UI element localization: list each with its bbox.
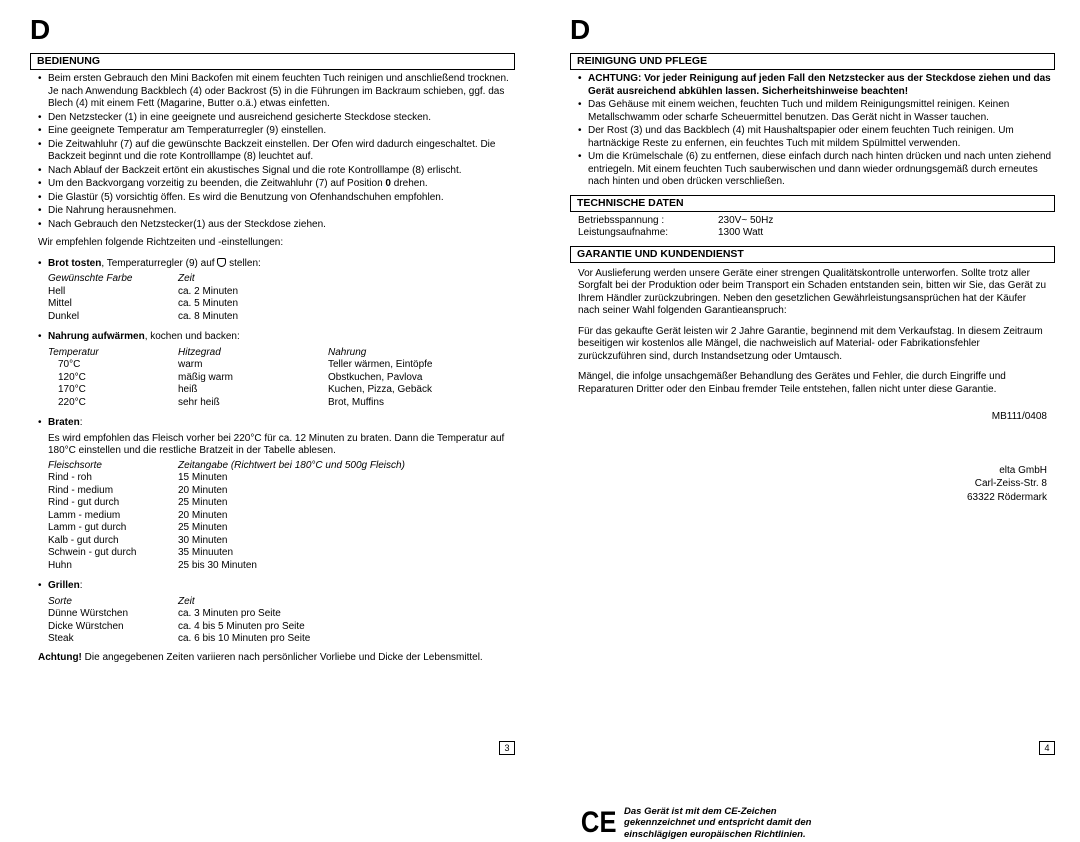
bedienung-item: Die Nahrung herausnehmen.	[38, 205, 515, 218]
spec-voltage: Betriebsspannung :230V~ 50Hz	[570, 215, 1055, 228]
warranty-p1: Vor Auslieferung werden unsere Geräte ei…	[570, 266, 1055, 318]
reinigung-item: Das Gehäuse mit einem weichen, feuchten …	[578, 99, 1055, 124]
section-garantie: GARANTIE UND KUNDENDIENST	[570, 246, 1055, 263]
bedienung-item: Eine geeignete Temperatur am Temperaturr…	[38, 125, 515, 138]
reinigung-items: Das Gehäuse mit einem weichen, feuchten …	[570, 99, 1055, 189]
page-left: D BEDIENUNG Beim ersten Gebrauch den Min…	[0, 0, 540, 763]
spec-power: Leistungsaufnahme:1300 Watt	[570, 227, 1055, 240]
warranty-p2: Für das gekaufte Gerät leisten wir 2 Jah…	[570, 324, 1055, 364]
reinigung-list: ACHTUNG: Vor jeder Reinigung auf jeden F…	[570, 73, 1055, 98]
ce-text: Das Gerät ist mit dem CE-Zeichengekennze…	[624, 806, 811, 840]
model-number: MB111/0408	[570, 410, 1055, 424]
page-number-left: 3	[499, 741, 515, 755]
grill-table: SorteZeit Dünne Würstchenca. 3 Minuten p…	[30, 596, 515, 646]
section-technische: TECHNISCHE DATEN	[570, 195, 1055, 212]
page-number-right: 4	[1039, 741, 1055, 755]
bedienung-item: Die Zeitwahluhr (7) auf die gewünschte B…	[38, 139, 515, 164]
roast-heading: •Braten:	[30, 417, 515, 430]
bedienung-item: Nach Gebrauch den Netzstecker(1) aus der…	[38, 219, 515, 232]
ce-block: C E Das Gerät ist mit dem CE-Zeichengeke…	[570, 804, 1055, 842]
bedienung-item: Nach Ablauf der Backzeit ertönt ein akus…	[38, 165, 515, 178]
toast-table: Gewünschte FarbeZeit Hellca. 2 MinutenMi…	[30, 273, 515, 323]
reinigung-item: Um die Krümelschale (6) zu entfernen, di…	[578, 151, 1055, 189]
section-bedienung: BEDIENUNG	[30, 53, 515, 70]
bedienung-item: Die Glastür (5) vorsichtig öffen. Es wir…	[38, 192, 515, 205]
achtung-note: Achtung! Die angegebenen Zeiten variiere…	[30, 652, 515, 665]
roast-intro: Es wird empfohlen das Fleisch vorher bei…	[30, 433, 515, 458]
warranty-p3: Mängel, die infolge unsachgemäßer Behand…	[570, 369, 1055, 396]
recommend-text: Wir empfehlen folgende Richtzeiten und -…	[30, 237, 515, 250]
lang-letter: D	[570, 12, 1055, 47]
warning-text: ACHTUNG: Vor jeder Reinigung auf jeden F…	[578, 73, 1055, 98]
lang-letter: D	[30, 12, 515, 47]
reheat-table: TemperaturHitzegradNahrung 70°CwarmTelle…	[30, 347, 515, 410]
ce-mark-icon: C E	[581, 804, 613, 842]
section-reinigung: REINIGUNG UND PFLEGE	[570, 53, 1055, 70]
reheat-heading: •Nahrung aufwärmen, kochen und backen:	[30, 331, 515, 344]
bedienung-list: Beim ersten Gebrauch den Mini Backofen m…	[30, 73, 515, 231]
bedienung-item: Den Netzstecker (1) in eine geeignete un…	[38, 112, 515, 125]
bedienung-item: Um den Backvorgang vorzeitig zu beenden,…	[38, 178, 515, 191]
reinigung-item: Der Rost (3) und das Backblech (4) mit H…	[578, 125, 1055, 150]
company-address: elta GmbHCarl-Zeiss-Str. 863322 Rödermar…	[570, 464, 1055, 505]
page-right: D REINIGUNG UND PFLEGE ACHTUNG: Vor jede…	[540, 0, 1080, 763]
bedienung-item: Beim ersten Gebrauch den Mini Backofen m…	[38, 73, 515, 111]
roast-table: FleischsorteZeitangabe (Richtwert bei 18…	[30, 460, 515, 573]
clock-icon	[217, 258, 226, 267]
toast-heading: •Brot tosten, Temperaturregler (9) auf s…	[30, 258, 515, 271]
grill-heading: •Grillen:	[30, 580, 515, 593]
